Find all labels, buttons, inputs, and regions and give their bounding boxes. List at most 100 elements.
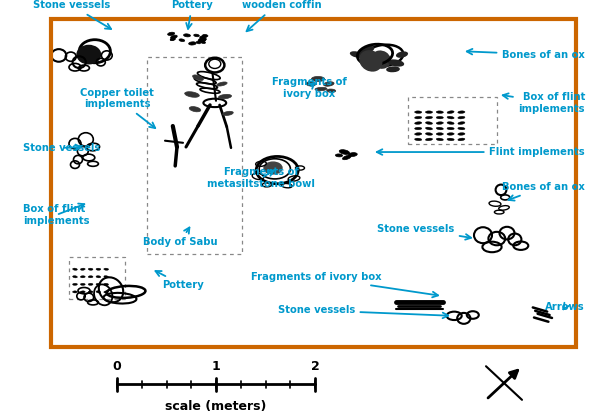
Ellipse shape — [458, 127, 465, 130]
Ellipse shape — [436, 127, 443, 130]
Ellipse shape — [447, 133, 454, 135]
Ellipse shape — [415, 122, 422, 124]
Ellipse shape — [223, 111, 233, 116]
Ellipse shape — [339, 150, 350, 155]
Ellipse shape — [73, 268, 77, 270]
Ellipse shape — [389, 60, 403, 66]
Ellipse shape — [104, 268, 109, 270]
Text: Pottery: Pottery — [171, 0, 213, 29]
Ellipse shape — [447, 138, 454, 141]
Ellipse shape — [415, 127, 422, 130]
Ellipse shape — [436, 133, 443, 135]
Ellipse shape — [96, 276, 101, 278]
Ellipse shape — [170, 38, 175, 41]
Ellipse shape — [203, 34, 208, 37]
Ellipse shape — [200, 41, 205, 44]
Ellipse shape — [96, 291, 101, 293]
Text: 0: 0 — [113, 360, 121, 373]
Text: Box of flint
implements: Box of flint implements — [23, 204, 89, 226]
Ellipse shape — [193, 75, 203, 81]
Text: Fragments of ivory box: Fragments of ivory box — [251, 272, 438, 297]
Text: 1: 1 — [212, 360, 220, 373]
Ellipse shape — [372, 51, 390, 68]
Ellipse shape — [425, 133, 433, 135]
Ellipse shape — [436, 116, 443, 119]
Text: Bones of an ox: Bones of an ox — [467, 49, 585, 60]
Ellipse shape — [397, 52, 407, 57]
Ellipse shape — [194, 34, 199, 37]
Ellipse shape — [306, 82, 316, 86]
Text: Stone vessels: Stone vessels — [34, 0, 111, 29]
Text: Stone vessels: Stone vessels — [278, 305, 448, 318]
Ellipse shape — [360, 51, 382, 71]
Text: Box of flint
implements: Box of flint implements — [503, 92, 585, 114]
Ellipse shape — [327, 89, 335, 92]
Ellipse shape — [73, 276, 77, 278]
Bar — [69, 257, 125, 299]
Ellipse shape — [170, 35, 177, 39]
Text: 2: 2 — [311, 360, 319, 373]
Ellipse shape — [179, 39, 185, 42]
Ellipse shape — [185, 92, 199, 97]
Ellipse shape — [458, 111, 465, 113]
Text: Stone vessels: Stone vessels — [377, 224, 471, 240]
Ellipse shape — [88, 268, 93, 270]
Bar — [408, 97, 497, 144]
Text: Fragments of
ivory box: Fragments of ivory box — [272, 77, 346, 99]
Ellipse shape — [425, 127, 433, 130]
Ellipse shape — [264, 162, 282, 174]
Ellipse shape — [188, 42, 196, 45]
Ellipse shape — [447, 111, 454, 113]
Ellipse shape — [167, 32, 175, 36]
Text: Fragments of
metasiltstone bowl: Fragments of metasiltstone bowl — [207, 168, 315, 189]
Ellipse shape — [184, 34, 190, 37]
Bar — [147, 57, 242, 254]
Ellipse shape — [189, 107, 201, 112]
Ellipse shape — [335, 154, 343, 157]
Ellipse shape — [80, 291, 85, 293]
Ellipse shape — [217, 82, 227, 86]
Ellipse shape — [425, 138, 433, 141]
Ellipse shape — [387, 67, 399, 71]
Text: Stone vessels: Stone vessels — [23, 143, 100, 153]
Text: Body of Sabu: Body of Sabu — [143, 228, 217, 247]
Ellipse shape — [96, 283, 101, 286]
Text: Copper toilet
implements: Copper toilet implements — [80, 88, 155, 128]
Ellipse shape — [170, 38, 175, 40]
Ellipse shape — [351, 52, 363, 57]
Text: Pottery: Pottery — [155, 271, 204, 290]
Ellipse shape — [425, 122, 433, 124]
Ellipse shape — [88, 283, 93, 286]
Ellipse shape — [436, 138, 443, 141]
Text: Bones of an ox: Bones of an ox — [502, 182, 585, 201]
Ellipse shape — [196, 42, 200, 44]
Ellipse shape — [80, 276, 85, 278]
Ellipse shape — [447, 127, 454, 130]
Text: Remains of
wooden coffin: Remains of wooden coffin — [242, 0, 322, 31]
Ellipse shape — [415, 138, 422, 141]
Ellipse shape — [415, 133, 422, 135]
Ellipse shape — [311, 76, 325, 81]
Ellipse shape — [458, 122, 465, 124]
Ellipse shape — [349, 152, 357, 157]
Ellipse shape — [359, 47, 373, 54]
Ellipse shape — [323, 82, 334, 86]
Ellipse shape — [77, 46, 100, 63]
Ellipse shape — [458, 116, 465, 119]
Ellipse shape — [436, 122, 443, 124]
Ellipse shape — [447, 122, 454, 124]
Ellipse shape — [315, 87, 327, 91]
Ellipse shape — [104, 283, 109, 286]
Ellipse shape — [218, 94, 232, 99]
Ellipse shape — [458, 133, 465, 135]
Ellipse shape — [73, 291, 77, 293]
Ellipse shape — [425, 111, 433, 113]
Ellipse shape — [88, 276, 93, 278]
Ellipse shape — [369, 63, 381, 67]
Bar — [51, 19, 576, 346]
Text: scale (meters): scale (meters) — [166, 400, 266, 413]
Ellipse shape — [447, 116, 454, 119]
Ellipse shape — [200, 36, 206, 39]
Ellipse shape — [343, 155, 351, 160]
Ellipse shape — [425, 116, 433, 119]
